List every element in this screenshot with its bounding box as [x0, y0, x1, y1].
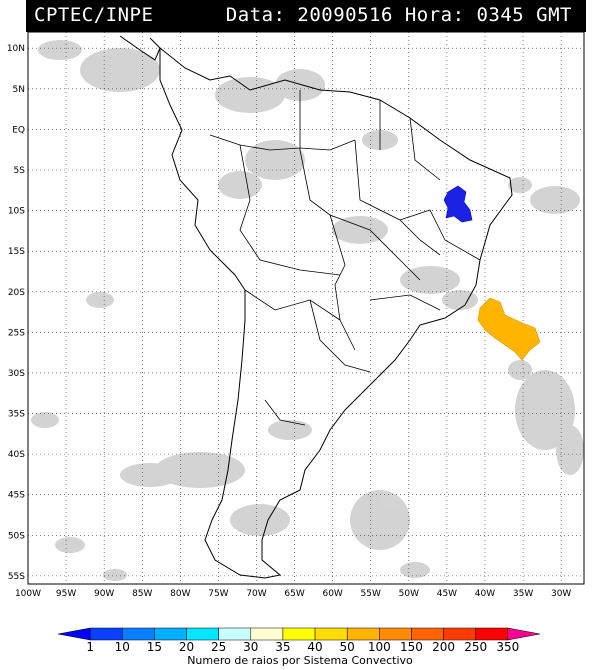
- lon-label-60W: 60W: [322, 589, 342, 599]
- lon-label-30W: 30W: [551, 589, 571, 599]
- legend-colorbar: 1 10 15 20 25 30 35 40 50 100 150 200 250 350: [57, 627, 541, 654]
- colorbar-cell-3: [154, 627, 187, 641]
- colorbar-cell-9: [346, 627, 380, 641]
- lat-label-55S: 55S: [8, 572, 25, 582]
- lat-label-20S: 20S: [8, 288, 25, 298]
- colorbar-cell-5: [218, 627, 252, 641]
- colorbar-cell-0: [57, 627, 91, 641]
- lon-label-35W: 35W: [513, 589, 533, 599]
- lat-label-35S: 35S: [8, 410, 25, 420]
- header-datetime: Data: 20090516 Hora: 0345 GMT: [225, 4, 572, 26]
- lat-label-30S: 30S: [8, 369, 25, 379]
- lat-label-5N: 5N: [13, 85, 25, 95]
- lon-label-55W: 55W: [361, 589, 381, 599]
- colorbar-cell-7: [282, 627, 316, 641]
- lat-label-25S: 25S: [8, 328, 25, 338]
- colorbar-tick-150: 150: [400, 640, 423, 654]
- colorbar-cell-6: [250, 627, 284, 641]
- colorbar-tick-10: 10: [115, 640, 130, 654]
- lon-label-90W: 90W: [94, 589, 114, 599]
- lat-label-15S: 15S: [8, 247, 25, 257]
- map-frame: [27, 31, 585, 585]
- lat-label-50S: 50S: [8, 531, 25, 541]
- lat-label-10N: 10N: [7, 44, 25, 54]
- header-bar: CPTEC/INPE Data: 20090516 Hora: 0345 GMT: [26, 0, 586, 32]
- lat-label-40S: 40S: [8, 450, 25, 460]
- central-america-coastline: [119, 35, 161, 61]
- colorbar-tick-50: 50: [340, 640, 355, 654]
- colorbar-tick-200: 200: [432, 640, 455, 654]
- lon-label-40W: 40W: [475, 589, 495, 599]
- colorbar-cell-11: [411, 627, 444, 641]
- lon-label-80W: 80W: [170, 589, 190, 599]
- lon-label-65W: 65W: [284, 589, 304, 599]
- colorbar-cell-1: [89, 627, 123, 641]
- colorbar-tick-40: 40: [307, 640, 322, 654]
- lon-label-75W: 75W: [208, 589, 228, 599]
- colorbar-cell-10: [379, 627, 412, 641]
- convective-system-northeast: [443, 185, 473, 223]
- colorbar-tick-350: 350: [496, 640, 519, 654]
- south-america-coastline: [159, 46, 513, 579]
- colorbar-cell-2: [122, 627, 155, 641]
- lon-label-70W: 70W: [246, 589, 266, 599]
- lat-lon-grid: [28, 32, 584, 584]
- header-institution: CPTEC/INPE: [34, 4, 154, 26]
- colorbar-tick-1: 1: [86, 640, 94, 654]
- lon-label-85W: 85W: [132, 589, 152, 599]
- colorbar-tick-15: 15: [147, 640, 162, 654]
- colorbar-tick-30: 30: [243, 640, 258, 654]
- country-borders: [209, 90, 481, 426]
- lon-label-45W: 45W: [437, 589, 457, 599]
- lon-label-50W: 50W: [399, 589, 419, 599]
- lon-label-95W: 95W: [56, 589, 76, 599]
- latitude-labels: 10N 5N EQ 5S 10S 15S 20S 25S 30S 35S 40S 45S 50S 55S: [7, 44, 25, 582]
- colorbar-cell-14: [507, 627, 541, 641]
- legend-title: Numero de raios por Sistema Convectivo: [187, 654, 413, 667]
- colorbar-cell-4: [186, 627, 219, 641]
- colorbar-cell-13: [475, 627, 509, 641]
- colorbar-tick-100: 100: [368, 640, 391, 654]
- lon-label-100W: 100W: [15, 589, 41, 599]
- lat-label-10S: 10S: [8, 207, 25, 217]
- convective-system-atlantic: [477, 297, 541, 361]
- cloud-cover: [31, 40, 584, 581]
- colorbar-tick-20: 20: [179, 640, 194, 654]
- lat-label-5S: 5S: [14, 166, 26, 176]
- longitude-labels: 100W 95W 90W 85W 80W 75W 70W 65W 60W 55W 50W 45W 40W…: [15, 589, 571, 599]
- colorbar-cell-12: [443, 627, 476, 641]
- colorbar-cell-8: [314, 627, 348, 641]
- colorbar-tick-250: 250: [464, 640, 487, 654]
- lat-label-EQ: EQ: [12, 125, 25, 135]
- colorbar-tick-25: 25: [211, 640, 226, 654]
- lat-label-45S: 45S: [8, 491, 25, 501]
- colorbar-tick-35: 35: [275, 640, 290, 654]
